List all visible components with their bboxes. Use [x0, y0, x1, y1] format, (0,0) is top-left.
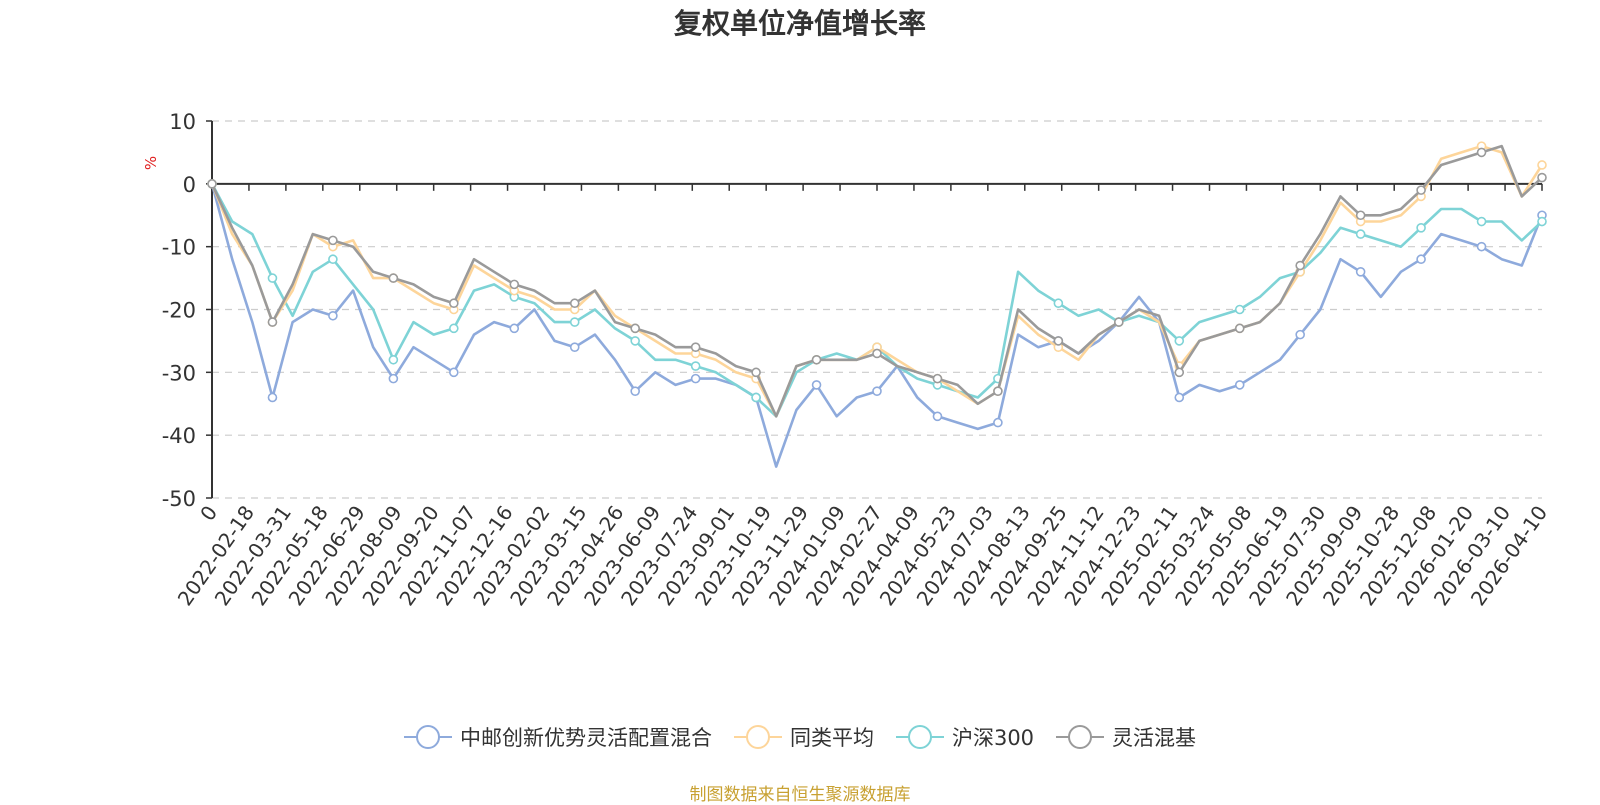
y-tick-label: -50 [162, 487, 196, 511]
data-point-series-0 [388, 373, 399, 384]
chart-title: 复权单位净值增长率 [673, 7, 926, 40]
line-chart: 100-10-20-30-40-5002022-02-182022-03-312… [142, 110, 1552, 610]
data-point-series-3 [1174, 367, 1185, 378]
series-layer [207, 141, 1547, 468]
data-point-series-2 [1476, 216, 1487, 227]
data-point-series-0 [328, 310, 338, 321]
data-point-series-0 [267, 392, 278, 403]
y-tick-label: -20 [162, 299, 196, 323]
data-point-series-0 [1355, 266, 1366, 277]
data-point-series-2 [569, 317, 580, 327]
legend-marker-icon [895, 725, 944, 749]
data-point-series-3 [1234, 323, 1245, 334]
data-point-series-0 [449, 367, 459, 378]
data-point-series-2 [267, 273, 278, 283]
legend-item[interactable]: 灵活混基 [1056, 722, 1196, 752]
data-point-series-2 [388, 354, 399, 365]
y-tick-label: -10 [162, 236, 196, 260]
data-point-series-3 [388, 273, 399, 283]
data-point-series-0 [509, 323, 520, 334]
data-point-series-3 [509, 279, 520, 290]
data-point-series-3 [932, 373, 943, 384]
data-point-series-0 [690, 373, 701, 384]
data-point-series-2 [1234, 304, 1245, 315]
data-point-series-3 [872, 348, 882, 359]
y-tick-label: 0 [183, 173, 196, 197]
legend-item[interactable]: 同类平均 [733, 722, 874, 752]
legend-marker-icon [733, 725, 782, 749]
data-point-series-0 [872, 386, 882, 396]
data-point-series-3 [1295, 260, 1305, 271]
x-tick-label: 0 [195, 501, 222, 525]
legend-item[interactable]: 中邮创新优势灵活配置混合 [403, 722, 712, 752]
data-point-series-3 [630, 323, 640, 334]
data-point-series-3 [449, 298, 459, 309]
data-point-series-0 [1295, 329, 1305, 340]
data-point-series-3 [1053, 336, 1064, 346]
data-point-series-3 [1476, 147, 1487, 158]
data-point-series-0 [1174, 392, 1185, 403]
data-point-series-3 [1537, 172, 1547, 183]
data-point-series-3 [267, 317, 278, 327]
data-point-series-0 [630, 386, 640, 396]
data-point-series-2 [1355, 229, 1366, 239]
data-point-series-2 [690, 361, 701, 371]
data-point-series-3 [811, 354, 822, 365]
y-tick-label: -30 [162, 361, 196, 385]
data-point-series-2 [1053, 298, 1064, 309]
data-point-series-0 [1234, 380, 1245, 390]
data-point-series-3 [569, 298, 580, 309]
legend-marker-icon [403, 725, 452, 749]
legend-label: 中邮创新优势灵活配置混合 [459, 726, 712, 750]
data-point-series-0 [811, 380, 822, 390]
data-point-series-2 [328, 254, 338, 265]
data-point-series-0 [932, 411, 943, 422]
y-tick-label: 10 [169, 110, 196, 134]
data-point-series-3 [690, 342, 701, 353]
legend-label: 同类平均 [789, 726, 874, 750]
legend-marker-icon [1056, 725, 1105, 749]
data-point-series-2 [1416, 223, 1426, 233]
data-point-series-3 [328, 235, 338, 246]
grid-layer [212, 120, 1542, 499]
series-line-2 [210, 183, 1543, 418]
data-point-series-2 [1537, 216, 1547, 227]
data-point-series-3 [751, 367, 761, 378]
data-point-series-3 [207, 179, 217, 189]
data-point-series-3 [1416, 185, 1426, 195]
y-axis-label: % [142, 156, 160, 170]
data-point-series-2 [1174, 336, 1185, 346]
data-point-series-2 [449, 323, 459, 334]
legend-item[interactable]: 沪深300 [895, 722, 1035, 752]
data-point-series-0 [569, 342, 580, 353]
data-point-series-3 [1355, 210, 1366, 221]
y-tick-label: -40 [162, 424, 196, 448]
data-point-series-1 [1537, 160, 1547, 170]
data-point-series-0 [1416, 254, 1426, 265]
legend: 中邮创新优势灵活配置混合 同类平均 沪深300 灵活混基 [0, 722, 1600, 752]
data-point-series-2 [751, 392, 761, 403]
data-point-series-3 [1114, 317, 1124, 327]
legend-label: 沪深300 [951, 726, 1035, 750]
data-point-series-0 [1476, 241, 1487, 252]
data-point-series-2 [630, 336, 640, 346]
legend-label: 灵活混基 [1112, 726, 1197, 750]
source-note: 制图数据来自恒生聚源数据库 [689, 785, 911, 805]
data-point-series-0 [993, 417, 1003, 428]
data-point-series-3 [993, 386, 1003, 396]
